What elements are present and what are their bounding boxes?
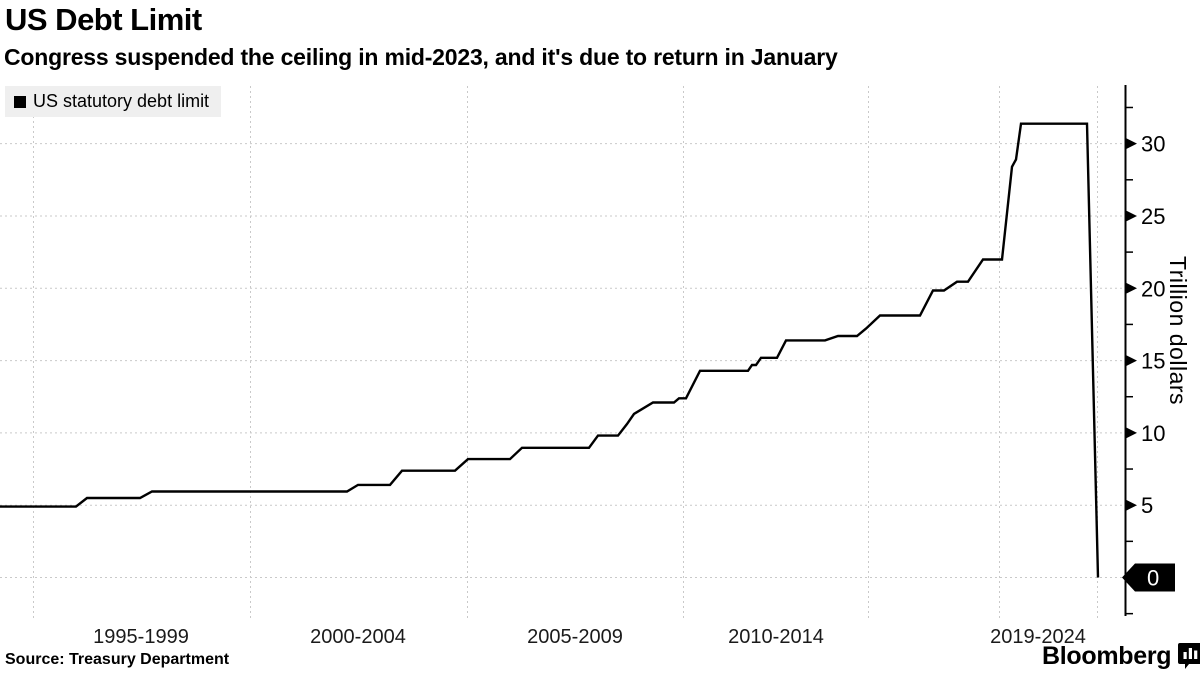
- svg-text:2010-2014: 2010-2014: [728, 626, 824, 648]
- gridlines: [0, 86, 1125, 618]
- svg-text:30: 30: [1141, 132, 1165, 157]
- legend-label: US statutory debt limit: [33, 91, 210, 111]
- y-axis: 5 10 15 20 25 30: [1124, 85, 1165, 616]
- bloomberg-logo-text: Bloomberg: [1042, 642, 1172, 670]
- debt-limit-line: [0, 122, 1100, 578]
- legend: US statutory debt limit: [5, 86, 222, 117]
- svg-text:1995-1999: 1995-1999: [93, 626, 189, 648]
- legend-swatch-icon: [14, 95, 26, 108]
- bloomberg-chart-icon: [1178, 643, 1200, 669]
- svg-text:0: 0: [1147, 566, 1159, 591]
- svg-text:20: 20: [1141, 276, 1165, 301]
- svg-text:2019-2024: 2019-2024: [990, 626, 1086, 648]
- svg-text:2005-2009: 2005-2009: [527, 626, 623, 648]
- chart-subtitle: Congress suspended the ceiling in mid-20…: [4, 44, 838, 70]
- svg-text:25: 25: [1141, 204, 1165, 229]
- zero-value-badge: 0: [1122, 563, 1175, 592]
- svg-text:5: 5: [1141, 493, 1153, 518]
- svg-text:15: 15: [1141, 349, 1165, 374]
- svg-text:2000-2004: 2000-2004: [310, 626, 406, 648]
- y-axis-title: Trillion dollars: [1165, 256, 1191, 406]
- svg-text:10: 10: [1141, 421, 1165, 446]
- bloomberg-logo: Bloomberg: [1042, 642, 1200, 671]
- source-note: Source: Treasury Department: [5, 651, 230, 668]
- chart-title: US Debt Limit: [5, 2, 202, 37]
- x-axis-labels: 1995-1999 2000-2004 2005-2009 2010-2014 2019…: [93, 626, 1086, 648]
